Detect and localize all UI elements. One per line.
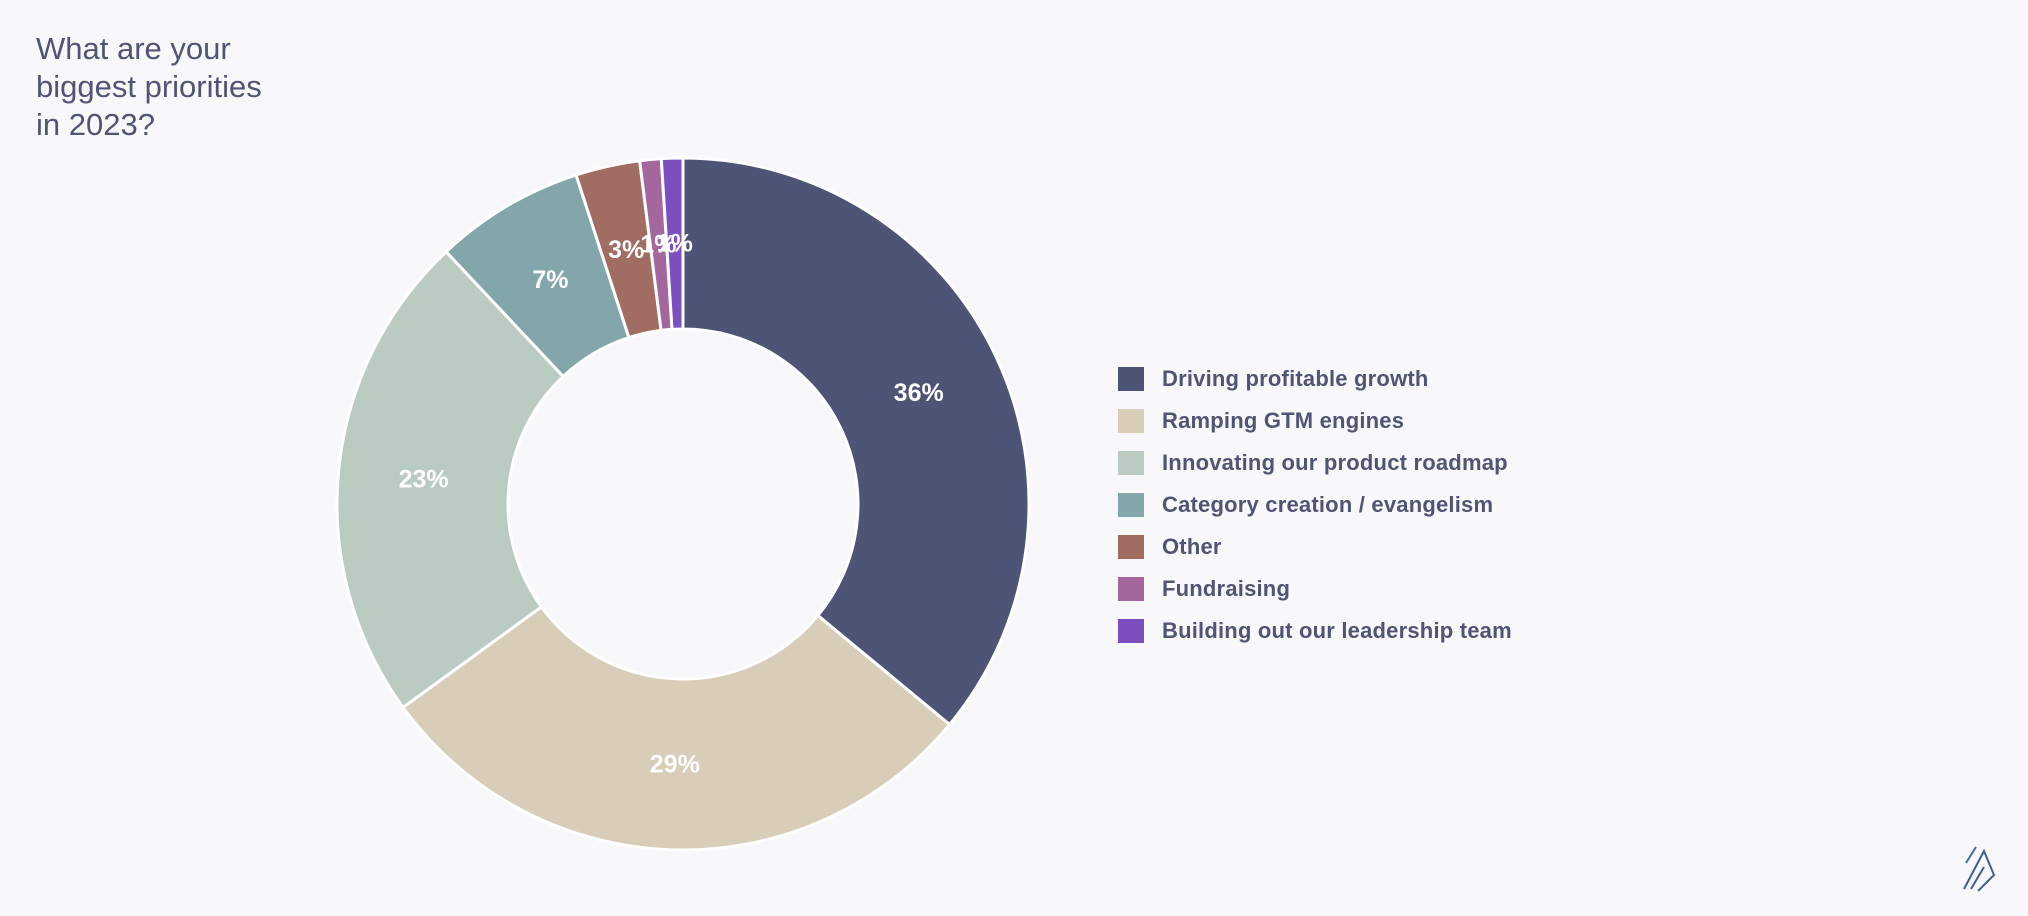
legend-item-3: Category creation / evangelism — [1118, 484, 1512, 526]
chart-title: What are your biggest priorities in 2023… — [36, 31, 262, 142]
legend-swatch — [1118, 493, 1144, 517]
donut-chart: 36%29%23%7%3%1%1% — [335, 156, 1031, 852]
legend-item-0: Driving profitable growth — [1118, 358, 1512, 400]
slice-label-5: 1% — [640, 231, 676, 259]
legend-swatch — [1118, 535, 1144, 559]
legend-item-5: Fundraising — [1118, 568, 1512, 610]
slice-label-3: 7% — [532, 266, 568, 294]
donut-slice-0 — [681, 156, 1031, 727]
legend-label: Driving profitable growth — [1162, 366, 1429, 391]
legend-item-4: Other — [1118, 526, 1512, 568]
legend-swatch — [1118, 619, 1144, 643]
donut-slice-1 — [400, 604, 952, 852]
legend-item-2: Innovating our product roadmap — [1118, 442, 1512, 484]
donut-slice-6 — [659, 156, 685, 331]
legend-swatch — [1118, 367, 1144, 391]
legend-item-1: Ramping GTM engines — [1118, 400, 1512, 442]
brand-slash-logo-icon — [1963, 846, 1996, 892]
slice-label-0: 36% — [894, 379, 944, 407]
legend-label: Innovating our product roadmap — [1162, 450, 1508, 475]
legend-label: Category creation / evangelism — [1162, 492, 1494, 517]
slice-label-6: 1% — [657, 230, 693, 258]
slice-label-2: 23% — [399, 465, 449, 493]
slice-label-1: 29% — [650, 750, 700, 778]
legend-label: Ramping GTM engines — [1162, 408, 1405, 433]
legend-swatch — [1118, 409, 1144, 433]
legend-label: Building out our leadership team — [1162, 618, 1512, 643]
legend-swatch — [1118, 451, 1144, 475]
slice-label-4: 3% — [608, 236, 644, 264]
donut-slice-2 — [335, 249, 566, 710]
legend-label: Fundraising — [1162, 576, 1291, 601]
chart-legend: Driving profitable growth Ramping GTM eng… — [1118, 358, 1512, 652]
legend-item-6: Building out our leadership team — [1118, 610, 1512, 652]
legend-swatch — [1118, 577, 1144, 601]
legend-label: Other — [1162, 534, 1222, 559]
